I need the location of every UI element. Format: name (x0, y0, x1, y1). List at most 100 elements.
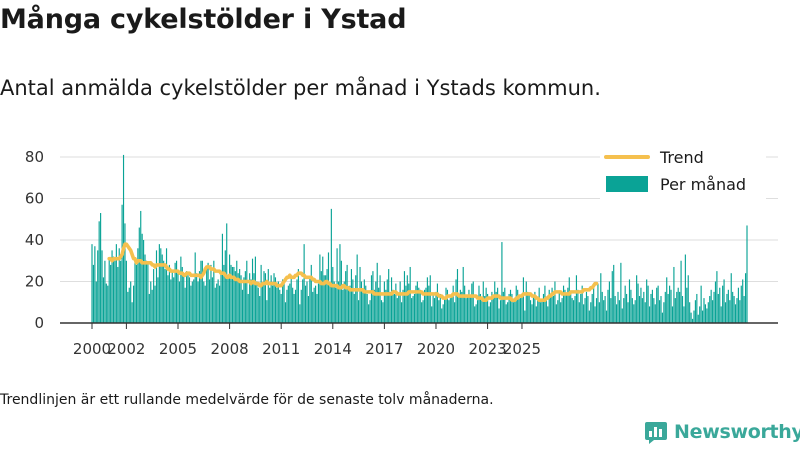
bar-month (95, 281, 97, 323)
bar-month (690, 312, 692, 324)
bar-month (722, 285, 724, 323)
bar-month (661, 312, 664, 324)
bar-month (147, 262, 149, 323)
bar-month (677, 287, 679, 323)
bar-month (435, 291, 437, 324)
bar-month (481, 298, 483, 323)
bar-month (100, 213, 102, 323)
bar-month (329, 283, 331, 323)
bar-month (421, 302, 423, 323)
bar-month (234, 271, 236, 324)
bar-month (264, 273, 266, 323)
bar-month (249, 273, 251, 323)
bar-month (709, 296, 711, 323)
bar-month (591, 293, 593, 323)
bar-month (557, 300, 559, 323)
bar-month (560, 302, 562, 323)
bar-month (383, 281, 385, 323)
x-tick-label: 2014 (314, 340, 352, 358)
bar-month (416, 281, 418, 323)
bar-month (372, 271, 374, 324)
bar-month (691, 318, 694, 323)
bar-month (687, 275, 689, 323)
bar-month (307, 296, 309, 323)
bar-month (214, 287, 216, 323)
bar-month (504, 287, 506, 323)
bar-month (608, 281, 610, 323)
bar-month (365, 285, 367, 323)
bar-month (634, 300, 636, 323)
bar-month (633, 304, 635, 323)
bar-month (104, 260, 106, 323)
bar-month (671, 306, 674, 323)
bar-month (647, 285, 649, 323)
bar-month (674, 298, 676, 323)
bar-month (574, 296, 576, 323)
bar-month (641, 298, 643, 323)
bar-month (98, 221, 100, 323)
bar-month (697, 314, 699, 323)
bar-month (517, 289, 519, 323)
bar-month (528, 293, 530, 323)
bar-month (455, 279, 457, 323)
bar-month (378, 287, 380, 323)
bar-month (702, 310, 704, 323)
bar-month (294, 289, 297, 323)
bar-month (343, 281, 345, 323)
footnote: Trendlinjen är ett rullande medelvärde f… (0, 392, 494, 408)
bar-month (585, 291, 588, 324)
bar-month (216, 283, 218, 323)
bar-month (466, 296, 469, 323)
bar-month (746, 225, 748, 323)
monthly-bars (91, 154, 748, 324)
bar-month (163, 260, 165, 323)
bar-month (284, 302, 287, 323)
bar-month (345, 271, 347, 324)
bar-month (502, 291, 504, 324)
bar-month (206, 269, 208, 323)
bar-month (515, 285, 517, 323)
bar-month (610, 298, 612, 323)
bar-month (724, 302, 727, 323)
bar-month (507, 302, 509, 323)
legend-label-monthly: Per månad (660, 175, 746, 194)
bar-month (353, 293, 355, 323)
bar-month (299, 304, 301, 323)
bar-month (327, 252, 330, 323)
bar-month (471, 283, 473, 323)
bar-month (276, 287, 278, 323)
bar-month (392, 289, 394, 323)
bar-month (382, 302, 384, 323)
bar-month (165, 248, 168, 323)
bar-month (681, 296, 684, 323)
bar-month (501, 242, 503, 323)
bar-month (551, 287, 553, 323)
bar-month (707, 302, 709, 323)
bar-month (445, 287, 447, 323)
bar-month (193, 279, 195, 323)
bar-month (111, 250, 113, 324)
bar-month (164, 269, 166, 323)
bar-month (522, 277, 524, 323)
bar-month (568, 277, 570, 323)
bar-month (217, 279, 219, 323)
bar-month (148, 293, 150, 323)
bar-month (395, 283, 397, 323)
bar-month (603, 300, 605, 323)
bar-month (304, 285, 307, 323)
bar-month (349, 285, 351, 323)
bar-month (499, 300, 502, 323)
bar-month (713, 291, 715, 324)
bar-month (518, 296, 520, 323)
bar-month (102, 277, 105, 323)
bar-month (200, 260, 202, 323)
bar-month (571, 298, 573, 323)
bar-month (241, 289, 244, 323)
bar-month (670, 289, 672, 323)
bar-month (358, 300, 360, 323)
bar-month (143, 240, 145, 323)
bar-month (623, 298, 625, 323)
newsworthy-logo[interactable]: Newsworthy (644, 420, 800, 444)
bar-month (352, 279, 354, 323)
bar-month (239, 269, 241, 323)
